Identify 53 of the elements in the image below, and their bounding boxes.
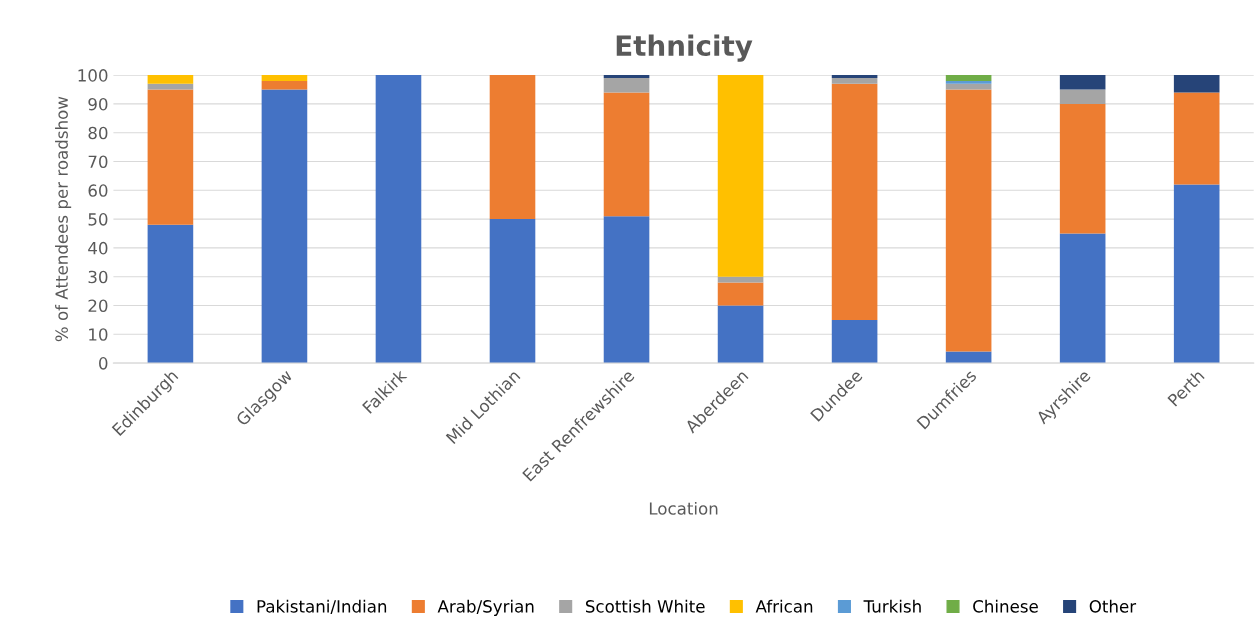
legend-label: Chinese <box>973 599 1038 613</box>
bar <box>147 89 194 225</box>
bar <box>945 83 992 90</box>
bar <box>147 83 194 90</box>
bar <box>945 75 992 81</box>
bar <box>717 305 764 364</box>
y-axis-title: % of Attendees per roadshow <box>55 96 72 342</box>
bar <box>1059 75 1106 90</box>
bar <box>489 75 536 220</box>
bar <box>147 224 194 364</box>
bar <box>1173 184 1220 364</box>
y-tick-label: 80 <box>88 126 108 140</box>
bar <box>603 75 650 78</box>
bar <box>831 319 878 364</box>
bar <box>945 89 992 352</box>
bar <box>147 75 194 84</box>
bar <box>261 80 308 90</box>
y-tick-label: 90 <box>88 97 108 111</box>
bar <box>489 219 536 364</box>
bar <box>1059 233 1106 364</box>
x-axis-title: Location <box>649 501 718 515</box>
bar <box>603 92 650 217</box>
y-tick-label: 30 <box>88 270 108 284</box>
bar <box>603 216 650 364</box>
y-tick-label: 50 <box>88 213 108 226</box>
bar <box>603 78 650 93</box>
chart-title: Ethnicity <box>616 34 753 62</box>
bar <box>831 78 878 84</box>
y-tick-label: 100 <box>78 69 108 82</box>
bar <box>831 75 878 78</box>
bar <box>1059 103 1106 234</box>
bar <box>945 80 992 84</box>
legend-label: Other <box>1089 599 1137 613</box>
bar <box>1173 92 1220 185</box>
legend-label: African <box>755 599 813 613</box>
legend-label: Scottish White <box>585 599 705 613</box>
bar <box>375 75 422 364</box>
legend-label: Pakistani/Indian <box>257 599 387 614</box>
y-tick-label: 60 <box>88 184 108 197</box>
bar <box>831 83 878 320</box>
bar <box>261 89 308 364</box>
y-tick-label: 20 <box>88 299 108 313</box>
bar <box>1173 75 1220 93</box>
bar <box>1059 89 1106 104</box>
y-tick-label: 10 <box>89 328 108 341</box>
bar <box>261 75 308 81</box>
legend-label: Turkish <box>863 599 921 613</box>
y-tick-label: 0 <box>99 357 108 370</box>
bar <box>717 75 764 277</box>
y-tick-label: 40 <box>88 241 108 255</box>
legend-label: Arab/Syrian <box>437 599 534 616</box>
bar <box>717 282 764 306</box>
y-tick-label: 70 <box>88 155 108 169</box>
